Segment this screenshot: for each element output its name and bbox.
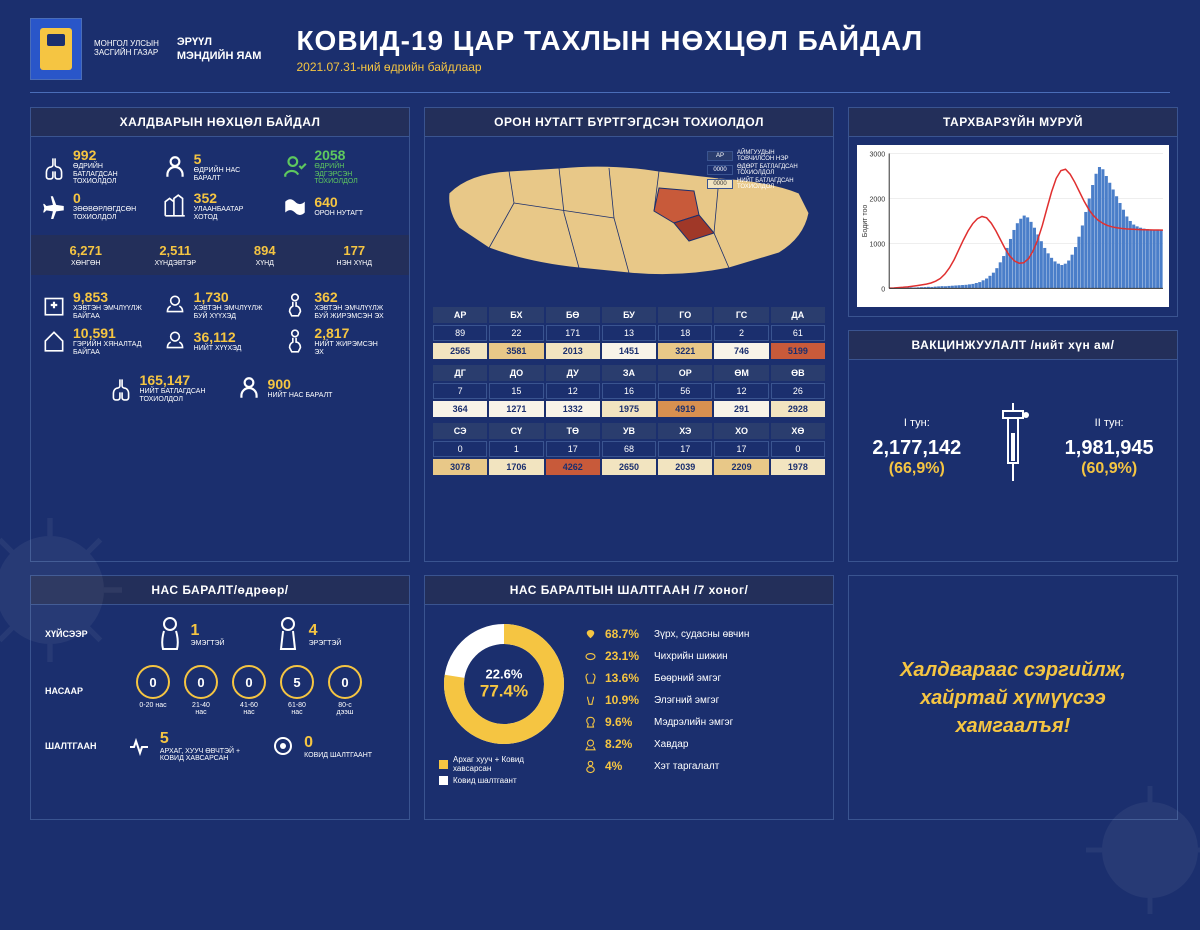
vaccine-title: ВАКЦИНЖУУЛАЛТ /нийт хүн ам/ [849,331,1177,360]
male-deaths: 4ЭРЭГТЭЙ [275,617,342,651]
dose1-stat: I тун: 2,177,142 (66,9%) [872,417,961,478]
hosp-item: 2,817НИЙТ ЖИРЭМСЭН ЭХ [282,325,399,356]
death-causes-panel: НАС БАРАЛТЫН ШАЛТГААН /7 хоног/ 22.6% 77… [424,575,834,820]
age-bucket: 561-80 нас [280,665,314,716]
total-item: 900НИЙТ НАС БАРАЛТ [236,372,333,403]
gov-logo [30,18,82,80]
hosp-item: 362ХЭВТЭН ЭМЧЛҮҮЛЖ БУЙ ЖИРЭМСЭН ЭХ [282,289,399,320]
stat-item: 352УЛААНБААТАР ХОТОД [162,190,279,221]
hosp-item: 36,112НИЙТ ХҮҮХЭД [162,325,279,356]
age-bucket: 021-40 нас [184,665,218,716]
epidemic-curve-chart: 0 1000 2000 3000 Бодит тоо [857,145,1169,307]
svg-text:1000: 1000 [870,241,886,248]
page-title: КОВИД-19 ЦАР ТАХЛЫН НӨХЦӨЛ БАЙДАЛ [296,25,1170,57]
cause-item: 13.6%Бөөрний эмгэг [583,671,819,686]
age-bucket: 00-20 нас [136,665,170,716]
header: МОНГОЛ УЛСЫНЗАСГИЙН ГАЗАР ЭРҮҮЛМЭНДИЙН Я… [0,0,1200,92]
infection-title: ХАЛДВАРЫН НӨХЦӨЛ БАЙДАЛ [31,108,409,137]
svg-text:3000: 3000 [870,152,886,159]
causes-donut-chart: 22.6% 77.4% [439,619,569,749]
hosp-item: 9,853ХЭВТЭН ЭМЧЛҮҮЛЖ БАЙГАА [41,289,158,320]
age-bucket: 080-с дээш [328,665,362,716]
region-table: СЭСҮТӨУВХЭХОХӨ01176817170307817064262265… [433,423,825,475]
severity-item: 6,271ХӨНГӨН [41,243,131,267]
svg-text:0: 0 [881,286,885,293]
stat-item: 2058ӨДРИЙН ЭДГЭРСЭН ТОХИОЛДОЛ [282,147,399,186]
infection-panel: ХАЛДВАРЫН НӨХЦӨЛ БАЙДАЛ 992ӨДРИЙН БАТЛАГ… [30,107,410,562]
syringe-icon [988,403,1038,493]
curve-panel: ТАРХВАРЗҮЙН МУРУЙ 0 1000 2000 3000 Бодит тоо [848,107,1178,317]
region-table: АРБХБӨБУГОГСДА89221711318261256535812013… [433,307,825,359]
ministry-text: ЭРҮҮЛМЭНДИЙН ЯАМ [177,35,262,64]
hosp-item: 10,591ГЭРИЙН ХЯНАЛТАД БАЙГАА [41,325,158,356]
stat-item: 0ЗӨӨВӨРЛӨГДСӨН ТОХИОЛДОЛ [41,190,158,221]
cause-item: 4%Хэт таргалалт [583,759,819,774]
age-bucket: 041-60 нас [232,665,266,716]
causes-title: НАС БАРАЛТЫН ШАЛТГААН /7 хоног/ [425,576,833,605]
stat-item: 640ОРОН НУТАГТ [282,190,399,221]
gov-text: МОНГОЛ УЛСЫНЗАСГИЙН ГАЗАР [94,40,159,58]
svg-text:2000: 2000 [870,197,886,204]
svg-text:Бодит тоо: Бодит тоо [862,205,869,238]
female-deaths: 1ЭМЭГТЭЙ [157,617,225,651]
map-legend: АРАЙМГУУДЫН ТОВЧИЛСОН НЭР 0000ӨДӨРТ БАТЛ… [707,150,827,192]
region-table: ДГДОДУЗАОРӨМӨВ71512165612263641271133219… [433,365,825,417]
subtitle-date: 2021.07.31-ний өдрийн байдлаар [296,60,1170,74]
stat-item: 992ӨДРИЙН БАТЛАГДСАН ТОХИОЛДОЛ [41,147,158,186]
total-item: 165,147НИЙТ БАТЛАГДСАН ТОХИОЛДОЛ [108,372,206,403]
death-cause-covid: 0КОВИД ШАЛТГААНТ [270,730,372,762]
cause-item: 23.1%Чихрийн шижин [583,649,819,664]
cause-item: 68.7%Зүрх, судасны өвчин [583,627,819,642]
severity-item: 177НЭН ХҮНД [310,243,400,267]
vaccine-panel: ВАКЦИНЖУУЛАЛТ /нийт хүн ам/ I тун: 2,177… [848,330,1178,562]
deaths-title: НАС БАРАЛТ/өдрөөр/ [31,576,409,605]
slogan-text: Халдвараас сэргийлж, хайртай хүмүүсээ ха… [900,656,1126,740]
severity-item: 894ХҮНД [220,243,310,267]
map-panel: ОРОН НУТАГТ БҮРТГЭГДСЭН ТОХИОЛДОЛ АРАЙМГ… [424,107,834,562]
stat-item: 5ӨДРИЙН НАС БАРАЛТ [162,147,279,186]
curve-title: ТАРХВАРЗҮЙН МУРУЙ [849,108,1177,137]
dose2-stat: II тун: 1,981,945 (60,9%) [1065,417,1154,478]
cause-item: 9.6%Мэдрэлийн эмгэг [583,715,819,730]
deaths-daily-panel: НАС БАРАЛТ/өдрөөр/ ХҮЙСЭЭР 1ЭМЭГТЭЙ 4ЭРЭ… [30,575,410,820]
message-panel: Халдвараас сэргийлж, хайртай хүмүүсээ ха… [848,575,1178,820]
hosp-item: 1,730ХЭВТЭН ЭМЧЛҮҮЛЖ БУЙ ХҮҮХЭД [162,289,279,320]
cause-item: 8.2%Хавдар [583,737,819,752]
map-title: ОРОН НУТАГТ БҮРТГЭГДСЭН ТОХИОЛДОЛ [425,108,833,137]
death-cause-comorbid: 5АРХАГ, ХУУЧ ӨВЧТЭЙ + КОВИД ХАВСАРСАН [126,730,240,762]
cause-item: 10.9%Элэгний эмгэг [583,693,819,708]
severity-item: 2,511ХҮНДЭВТЭР [131,243,221,267]
